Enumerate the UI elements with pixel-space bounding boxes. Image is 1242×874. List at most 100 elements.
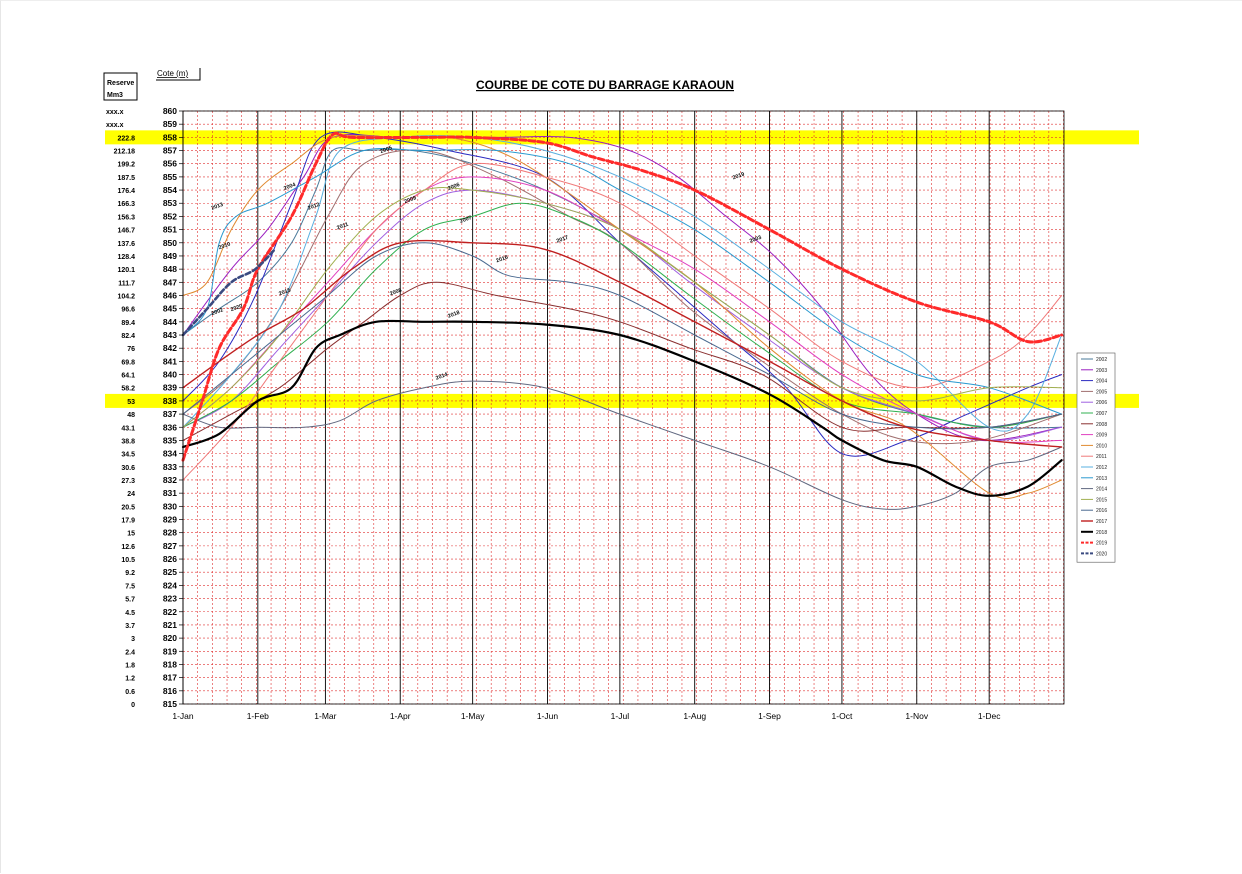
reserve-tick-label: 9.2 [125, 570, 135, 577]
x-tick-label: 1-Jan [172, 711, 194, 721]
legend-label-2003: 2003 [1096, 368, 1107, 374]
year-label-2005: 2005 [380, 145, 394, 155]
reserve-tick-label: 1.2 [125, 676, 135, 683]
legend-label-2006: 2006 [1096, 400, 1107, 406]
y-tick-label: 838 [163, 396, 177, 406]
reserve-tick-label: 76 [127, 346, 135, 353]
reserve-tick-label: 12.6 [121, 544, 135, 551]
chart-axes: 860 859 858 857 856 855 854 853 852 851 850 849 848 8… [106, 106, 1065, 721]
x-tick-label: 1-Feb [247, 711, 269, 721]
y-tick-label: 839 [163, 383, 177, 393]
y-tick-label: 841 [163, 356, 177, 366]
y-tick-label: 816 [163, 686, 177, 696]
y-tick-label: 842 [163, 343, 177, 353]
x-tick-label: 1-Mar [314, 711, 336, 721]
year-label-2002: 2002 [211, 307, 225, 317]
reserve-tick-label: 69.8 [121, 359, 135, 366]
y-tick-label: 844 [163, 317, 177, 327]
x-tick-label: 1-Oct [832, 711, 853, 721]
x-tick-label: 1-Nov [905, 711, 928, 721]
reserve-tick-label: 0.6 [125, 689, 135, 696]
series-line-2002 [182, 147, 1063, 429]
legend-label-2004: 2004 [1096, 379, 1107, 385]
reserve-tick-label: 64.1 [121, 373, 135, 380]
y-tick-label: 847 [163, 277, 177, 287]
y-tick-label: 832 [163, 475, 177, 485]
series-line-2004 [182, 131, 1063, 457]
reserve-tick-label: 0 [131, 702, 135, 709]
year-label-2010: 2010 [218, 241, 232, 251]
y-tick-label: 849 [163, 251, 177, 261]
reserve-tick-label: xxx.x [106, 122, 124, 129]
y-tick-label: 822 [163, 607, 177, 617]
year-label-2012: 2012 [307, 202, 321, 212]
year-label-2018: 2018 [447, 310, 461, 320]
y-tick-label: 854 [163, 185, 177, 195]
chart-title: COURBE DE COTE DU BARRAGE KARAOUN [476, 78, 734, 92]
legend-label-2018: 2018 [1096, 530, 1107, 536]
reserve-tick-label: 187.5 [117, 175, 135, 182]
y-tick-label: 837 [163, 409, 177, 419]
reserve-tick-label: 212.18 [114, 149, 136, 156]
y-tick-label: 828 [163, 528, 177, 538]
legend-label-2002: 2002 [1096, 357, 1107, 363]
series-lines [181, 131, 1064, 510]
legend-label-2007: 2007 [1096, 411, 1107, 417]
reserve-tick-label: 20.5 [121, 504, 135, 511]
series-line-2011 [182, 162, 1063, 481]
x-tick-label: 1-Jun [537, 711, 559, 721]
legend-label-2016: 2016 [1096, 508, 1107, 514]
year-label-2016: 2016 [495, 255, 509, 265]
highlight-band-838 [105, 393, 1139, 408]
series-line-2012 [182, 135, 1063, 432]
y-tick-label: 817 [163, 673, 177, 683]
reserve-tick-label: 156.3 [117, 214, 135, 221]
reserve-tick-label: xxx.x [106, 109, 124, 116]
reserve-tick-label: 2.4 [125, 649, 135, 656]
y-tick-label: 840 [163, 370, 177, 380]
y-tick-label: 860 [163, 106, 177, 116]
reserve-tick-label: 176.4 [117, 188, 135, 195]
y-tick-label: 858 [163, 132, 177, 142]
reserve-tick-label: 10.5 [121, 557, 135, 564]
reserve-tick-label: 82.4 [121, 333, 135, 340]
reserve-tick-label: 104.2 [117, 293, 135, 300]
legend-label-2020: 2020 [1096, 551, 1107, 557]
reserve-tick-label: 58.2 [121, 386, 135, 393]
y-tick-label: 829 [163, 515, 177, 525]
year-label-2014: 2014 [435, 372, 449, 382]
reserve-tick-label: 5.7 [125, 597, 135, 604]
y-tick-label: 833 [163, 462, 177, 472]
series-line-2003 [182, 133, 1063, 442]
reserve-tick-label: 17.9 [121, 518, 135, 525]
reserve-tick-label: 15 [127, 531, 135, 538]
year-labels: 2002 2003 2004 2005 2006 2007 2008 2009 2010 2011… [211, 145, 763, 381]
year-label-2007: 2007 [459, 215, 473, 225]
y-tick-label: 821 [163, 620, 177, 630]
x-tick-label: 1-May [461, 711, 485, 721]
reserve-tick-label: 24 [127, 491, 135, 498]
series-line-2019 [181, 131, 1064, 462]
series-line-2009 [182, 176, 1063, 443]
year-label-2017: 2017 [556, 235, 570, 245]
x-tick-label: 1-Apr [390, 711, 411, 721]
x-tick-label: 1-Dec [978, 711, 1001, 721]
series-line-2007 [182, 202, 1063, 428]
y-tick-label: 851 [163, 225, 177, 235]
legend-label-2010: 2010 [1096, 443, 1107, 449]
year-label-2006: 2006 [447, 182, 461, 192]
series-line-2018 [181, 319, 1063, 497]
reserve-tick-label: 30.6 [121, 465, 135, 472]
x-tick-label: 1-Jul [611, 711, 630, 721]
y-tick-label: 827 [163, 541, 177, 551]
y-tick-label: 826 [163, 554, 177, 564]
legend-label-2013: 2013 [1096, 476, 1107, 482]
y-tick-label: 823 [163, 594, 177, 604]
y-tick-label: 815 [163, 699, 177, 709]
y-tick-label: 824 [163, 580, 177, 590]
reserve-tick-label: 96.6 [121, 307, 135, 314]
y-tick-label: 835 [163, 435, 177, 445]
legend-label-2019: 2019 [1096, 541, 1107, 547]
y-tick-label: 857 [163, 146, 177, 156]
